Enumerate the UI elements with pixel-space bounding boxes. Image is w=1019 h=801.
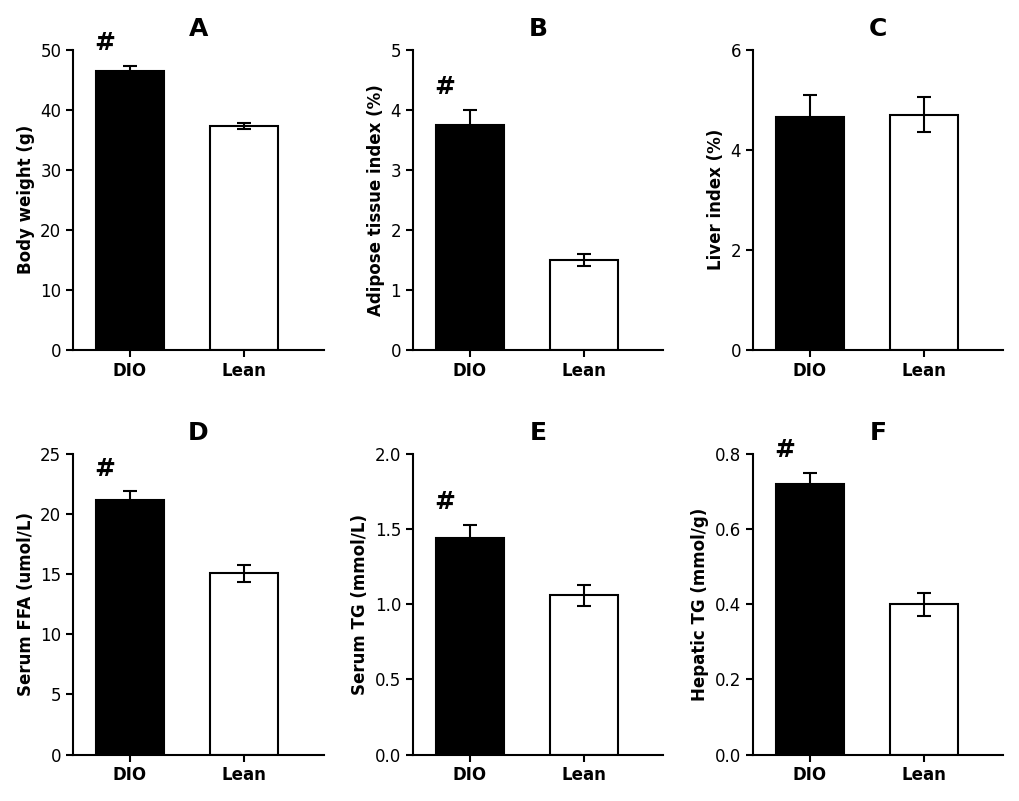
Bar bbox=[775, 117, 843, 350]
Y-axis label: Serum FFA (umol/L): Serum FFA (umol/L) bbox=[16, 513, 35, 696]
Text: #: # bbox=[434, 75, 454, 99]
Text: #: # bbox=[95, 31, 115, 55]
Bar bbox=[889, 115, 957, 350]
Bar bbox=[96, 70, 164, 350]
Title: D: D bbox=[187, 421, 209, 445]
Title: E: E bbox=[529, 421, 546, 445]
Title: B: B bbox=[528, 17, 547, 41]
Text: #: # bbox=[773, 438, 795, 462]
Title: F: F bbox=[869, 421, 886, 445]
Y-axis label: Hepatic TG (mmol/g): Hepatic TG (mmol/g) bbox=[691, 508, 708, 701]
Bar bbox=[435, 538, 503, 755]
Bar bbox=[549, 260, 618, 350]
Text: #: # bbox=[95, 457, 115, 481]
Title: C: C bbox=[868, 17, 887, 41]
Y-axis label: Liver index (%): Liver index (%) bbox=[706, 129, 725, 270]
Title: A: A bbox=[189, 17, 208, 41]
Bar bbox=[96, 500, 164, 755]
Y-axis label: Serum TG (mmol/L): Serum TG (mmol/L) bbox=[351, 514, 369, 695]
Y-axis label: Adipose tissue index (%): Adipose tissue index (%) bbox=[367, 84, 385, 316]
Y-axis label: Body weight (g): Body weight (g) bbox=[16, 125, 35, 274]
Bar bbox=[549, 595, 618, 755]
Bar bbox=[889, 605, 957, 755]
Bar bbox=[775, 485, 843, 755]
Bar bbox=[210, 574, 278, 755]
Text: #: # bbox=[434, 490, 454, 514]
Bar bbox=[435, 125, 503, 350]
Bar bbox=[210, 127, 278, 350]
